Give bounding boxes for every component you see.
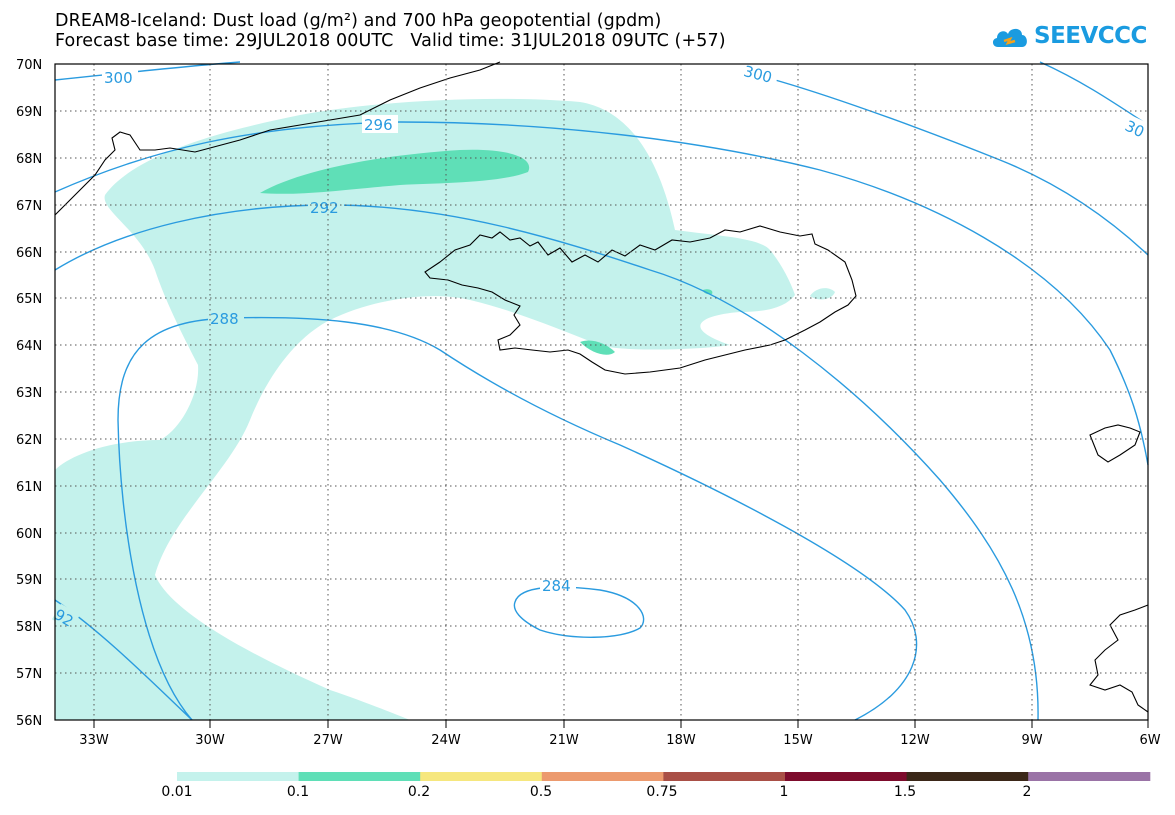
map-subtitle: Forecast base time: 29JUL2018 00UTC Vali…	[55, 31, 726, 51]
lon-label: 9W	[1021, 733, 1042, 748]
colorbar-label: 0.75	[646, 784, 678, 800]
lat-label: 60N	[16, 527, 42, 542]
contour-288	[117, 316, 918, 721]
lat-label: 64N	[16, 339, 42, 354]
colorbar-swatch	[541, 772, 664, 781]
contour-296	[54, 121, 1149, 466]
colorbar-swatch	[298, 772, 421, 781]
colorbar-swatch	[785, 772, 908, 781]
lat-label: 69N	[16, 105, 42, 120]
colorbar-label: 0.2	[407, 784, 431, 800]
colorbar-label: 0.01	[161, 784, 193, 800]
colorbar	[177, 772, 1151, 781]
contour-300-west	[54, 61, 241, 81]
lat-label: 61N	[16, 480, 42, 495]
lat-label: 67N	[16, 199, 42, 214]
colorbar-label: 1.5	[893, 784, 917, 800]
lat-label: 59N	[16, 573, 42, 588]
lon-label: 15W	[783, 733, 813, 748]
lat-label: 58N	[16, 620, 42, 635]
axis-ticks	[93, 720, 1149, 728]
graticule	[55, 64, 1148, 720]
lon-label: 24W	[431, 733, 461, 748]
colorbar-swatch	[906, 772, 1029, 781]
contour-labels: 300 300 30 296 292 288 284 92	[51, 59, 1151, 631]
dust-load-low-area	[55, 98, 835, 720]
lon-label: 6W	[1139, 733, 1160, 748]
lat-label: 65N	[16, 292, 42, 307]
lon-label: 27W	[313, 733, 343, 748]
cloud-icon	[992, 28, 1027, 47]
colorbar-label: 0.1	[286, 784, 310, 800]
scotland-coastline	[1089, 604, 1149, 713]
contour-292	[54, 204, 1039, 721]
coastlines	[54, 61, 1149, 713]
lon-label: 33W	[79, 733, 109, 748]
colorbar-swatch	[663, 772, 786, 781]
lat-label: 63N	[16, 386, 42, 401]
geopotential-contours	[54, 61, 1149, 721]
colorbar-label: 2	[1022, 784, 1032, 800]
logo-text: SEEVCCC	[1034, 23, 1147, 49]
map-frame	[54, 63, 1149, 721]
lat-label: 62N	[16, 433, 42, 448]
colorbar-swatch	[420, 772, 543, 781]
colorbar-swatch	[1028, 772, 1151, 781]
latitude-labels: 70N 69N 68N 67N 66N 65N 64N 63N 62N 61N …	[16, 58, 42, 729]
contour-label: 300	[742, 62, 774, 87]
contour-label: 288	[210, 310, 239, 328]
colorbar-label: 0.5	[529, 784, 553, 800]
contour-label: 300	[104, 69, 133, 87]
lon-label: 12W	[900, 733, 930, 748]
lon-label: 30W	[195, 733, 225, 748]
greenland-coastline	[54, 61, 501, 216]
contour-label: 292	[310, 199, 339, 217]
dust-load-medium-area	[260, 149, 713, 355]
contour-300-east	[744, 71, 1149, 256]
lon-label: 21W	[549, 733, 579, 748]
contour-284	[513, 586, 645, 638]
colorbar-label: 1	[779, 784, 789, 800]
lon-label: 18W	[666, 733, 696, 748]
longitude-labels: 33W 30W 27W 24W 21W 18W 15W 12W 9W 6W	[79, 733, 1160, 748]
contour-label: 284	[542, 577, 571, 595]
lat-label: 56N	[16, 714, 42, 729]
lat-label: 68N	[16, 152, 42, 167]
lat-label: 57N	[16, 667, 42, 682]
faroe-islands-coastline	[1089, 424, 1141, 463]
contour-300-northeast	[1039, 61, 1149, 126]
seevccc-logo: SEEVCCC	[990, 16, 1147, 56]
iceland-coastline	[424, 225, 857, 375]
contour-label: 296	[364, 116, 393, 134]
map-title: DREAM8-Iceland: Dust load (g/m²) and 700…	[55, 11, 662, 31]
colorbar-swatch	[177, 772, 300, 781]
lat-label: 70N	[16, 58, 42, 73]
lat-label: 66N	[16, 246, 42, 261]
